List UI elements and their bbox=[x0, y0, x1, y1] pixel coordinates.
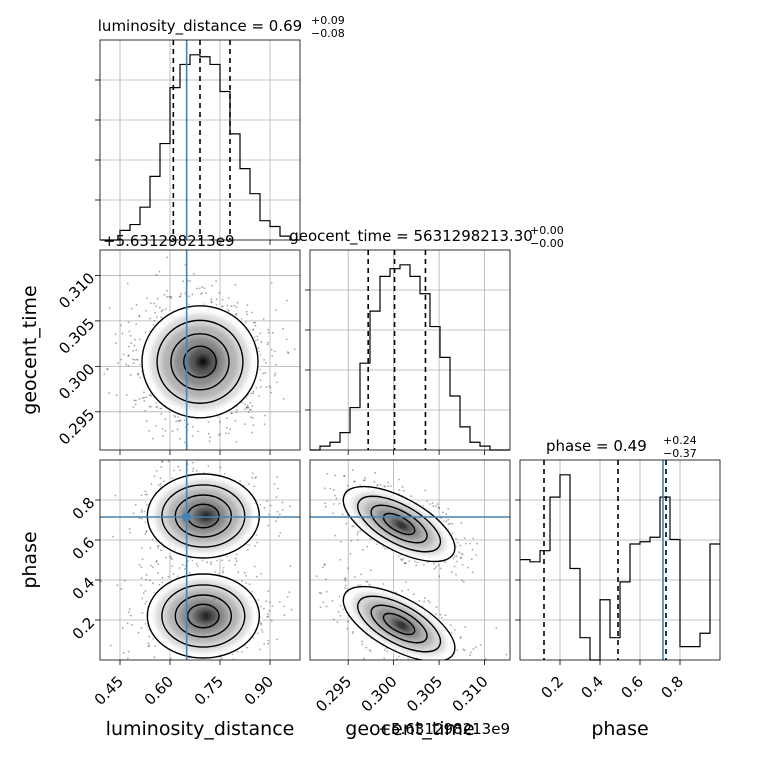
contour bbox=[161, 584, 246, 648]
panel-frame bbox=[99, 459, 301, 661]
y-tick-label: 0.300 bbox=[55, 360, 98, 403]
density-fill bbox=[397, 522, 407, 529]
y-tick-label: 0.2 bbox=[69, 614, 99, 644]
contour bbox=[357, 595, 442, 653]
contour bbox=[382, 612, 416, 636]
truth-point bbox=[182, 512, 192, 522]
x-tick-label: 0.45 bbox=[91, 672, 127, 708]
contour bbox=[156, 319, 244, 404]
luminosity-distance-title-sub: −0.08 bbox=[311, 27, 345, 40]
phase-histogram bbox=[520, 474, 720, 661]
panel-frame bbox=[309, 249, 511, 451]
phase-title-sup: +0.24 bbox=[663, 434, 697, 447]
contour bbox=[370, 604, 428, 644]
geocent-time-title-sup: +0.00 bbox=[530, 224, 564, 237]
x-axis-label-phase: phase bbox=[591, 718, 648, 740]
x-tick-label: 0.6 bbox=[618, 672, 648, 702]
contour bbox=[186, 603, 220, 629]
y-tick-label: 0.8 bbox=[69, 494, 99, 524]
contour bbox=[357, 495, 442, 553]
luminosity-distance-title: luminosity_distance = 0.69 bbox=[98, 17, 302, 36]
y-tick-label: 0.310 bbox=[55, 269, 98, 312]
density-fill bbox=[197, 356, 209, 368]
x-tick-label: 0.60 bbox=[141, 672, 177, 708]
y-tick-label: 0.305 bbox=[55, 315, 98, 358]
contour bbox=[174, 494, 233, 538]
density-2d-phase-luminosity-distance bbox=[100, 460, 293, 660]
geocent-time-histogram bbox=[310, 264, 510, 451]
density-fill bbox=[201, 512, 211, 520]
luminosity-distance-title-sup: +0.09 bbox=[311, 14, 345, 27]
y-tick-label: 0.4 bbox=[69, 574, 99, 604]
geocent-time-x-offset-text: +5.631298213e9 bbox=[378, 720, 510, 738]
contour bbox=[174, 594, 233, 638]
panel-phase-vs-geocent-time: 0.295 0.300 0.305 0.310 bbox=[309, 459, 511, 716]
density-2d-geocent-time-luminosity-distance bbox=[103, 256, 300, 447]
panel-phase-hist: 0.2 0.4 0.6 0.8 phase = 0.49 +0.24 −0.37 bbox=[515, 434, 721, 702]
luminosity-distance-histogram bbox=[100, 54, 300, 241]
density-fill bbox=[201, 612, 211, 620]
panel-frame bbox=[99, 249, 301, 451]
phase-title-sub: −0.37 bbox=[663, 447, 697, 460]
x-tick-label: 0.310 bbox=[449, 672, 492, 715]
geocent-time-y-offset-text: +5.631298213e9 bbox=[103, 232, 235, 250]
x-tick-label: 0.305 bbox=[403, 672, 446, 715]
panel-geocent-time-hist: geocent_time = 5631298213.30 +0.00 −0.00 bbox=[289, 224, 564, 455]
contour bbox=[342, 485, 456, 563]
panel-luminosity-distance-hist: luminosity_distance = 0.69 +0.09 −0.08 bbox=[95, 14, 345, 245]
x-axis-label-luminosity-distance: luminosity_distance bbox=[106, 718, 295, 740]
contour bbox=[161, 484, 246, 548]
contour bbox=[183, 345, 217, 379]
x-tick-label: 0.295 bbox=[312, 672, 355, 715]
y-tick-label: 0.6 bbox=[69, 534, 99, 564]
x-tick-label: 0.300 bbox=[358, 672, 401, 715]
contour bbox=[342, 585, 456, 660]
geocent-time-title-sub: −0.00 bbox=[530, 237, 564, 250]
panel-phase-vs-luminosity-distance: 0.45 0.60 0.75 0.90 0.2 0.4 0.6 0.8 bbox=[69, 459, 301, 709]
contour bbox=[146, 573, 261, 659]
density-fill bbox=[397, 622, 407, 629]
contour bbox=[370, 504, 428, 544]
x-tick-label: 0.8 bbox=[658, 672, 688, 702]
x-tick-label: 0.2 bbox=[538, 672, 568, 702]
x-axis-label-geocent-time: geocent_time bbox=[345, 718, 474, 740]
y-axis-label-geocent-time: geocent_time bbox=[19, 285, 41, 414]
contour bbox=[146, 473, 261, 559]
geocent-time-title: geocent_time = 5631298213.30 bbox=[289, 227, 533, 246]
y-axis-label-phase: phase bbox=[19, 531, 41, 588]
x-tick-label: 0.90 bbox=[241, 672, 277, 708]
panel-frame bbox=[309, 459, 511, 661]
phase-title: phase = 0.49 bbox=[546, 437, 647, 455]
x-tick-label: 0.4 bbox=[578, 672, 608, 702]
panel-frame bbox=[519, 459, 721, 661]
y-tick-label: 0.295 bbox=[55, 405, 98, 448]
x-tick-label: 0.75 bbox=[191, 672, 227, 708]
panel-frame bbox=[99, 39, 301, 241]
contour bbox=[141, 305, 259, 419]
contour bbox=[170, 333, 230, 391]
